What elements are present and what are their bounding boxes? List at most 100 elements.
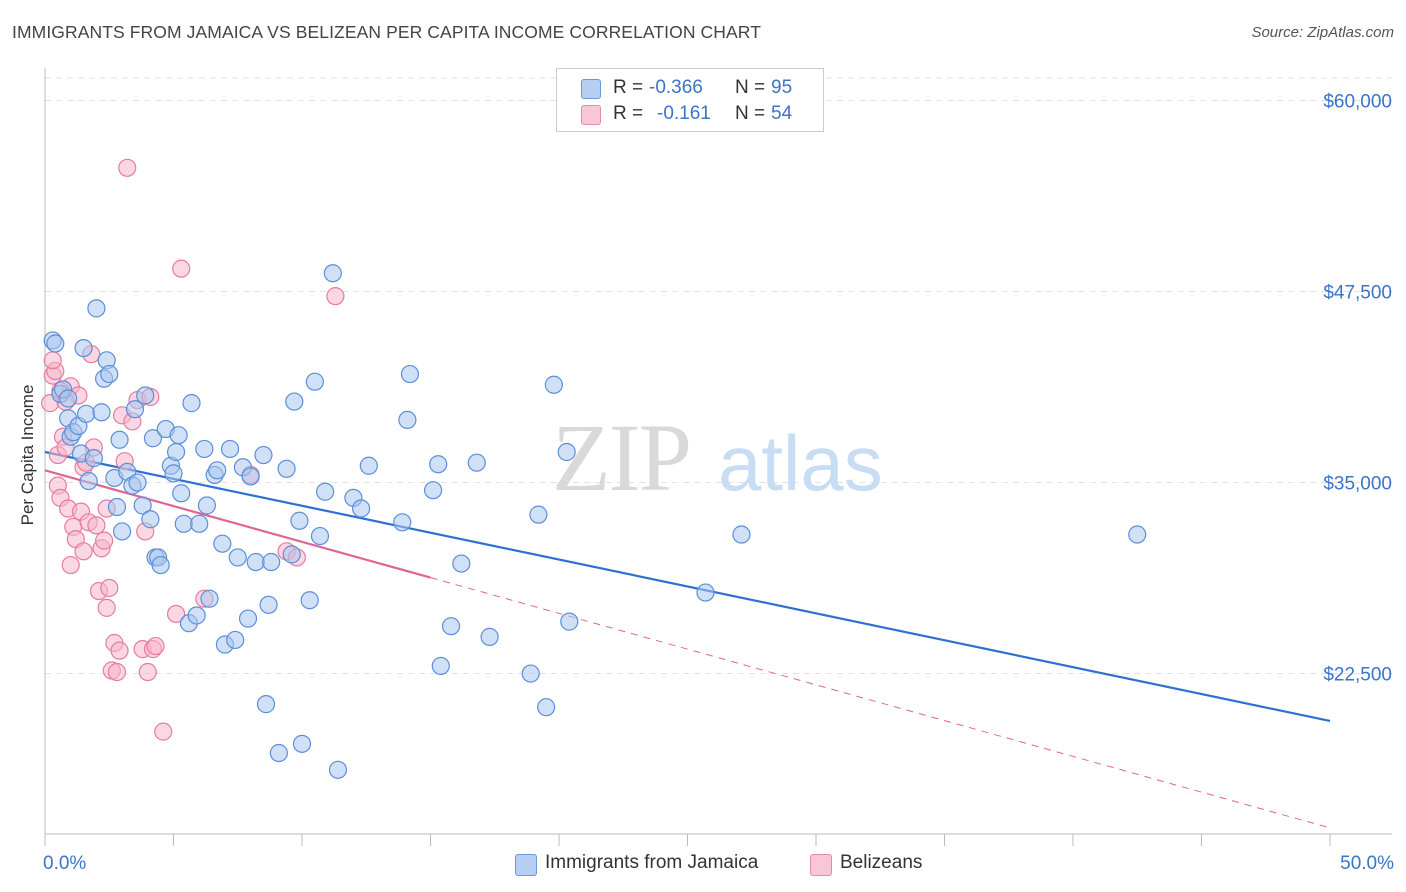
- jamaica-point: [172, 484, 191, 503]
- n-value-jamaica: 95: [771, 77, 793, 98]
- jamaica-point: [423, 481, 443, 500]
- jamaica-point: [393, 513, 412, 532]
- n-value-belizeans: 54: [771, 103, 793, 124]
- legend-row-belizeans: R = -0.161 N = 54: [557, 101, 823, 127]
- jamaica-point: [166, 442, 186, 462]
- jamaica-legend-swatch: [515, 854, 537, 876]
- jamaica-point: [107, 497, 127, 517]
- jamaica-point: [441, 617, 461, 636]
- jamaica-point: [46, 334, 65, 353]
- y-tick-label: $60,000: [1323, 92, 1392, 113]
- chart-title: IMMIGRANTS FROM JAMAICA VS BELIZEAN PER …: [12, 22, 762, 42]
- jamaica-point: [226, 630, 245, 650]
- belizeans-point: [87, 516, 106, 535]
- jamaica-point: [197, 496, 217, 515]
- jamaica-point: [100, 364, 119, 384]
- jamaica-point: [256, 695, 276, 714]
- jamaica-point: [400, 364, 420, 384]
- watermark: ZIP atlas: [552, 404, 883, 511]
- jamaica-point: [246, 552, 265, 572]
- jamaica-point: [195, 439, 214, 459]
- jamaica-point: [169, 426, 188, 445]
- jamaica-point: [84, 449, 103, 468]
- r-value-jamaica: -0.366: [649, 77, 703, 98]
- x-tick-label-start: 0.0%: [43, 853, 86, 874]
- gridlines: [45, 77, 1392, 675]
- jamaica-point: [182, 394, 201, 413]
- jamaica-point: [277, 459, 296, 478]
- belizeans-point: [97, 598, 116, 617]
- r-label: R =: [613, 77, 644, 98]
- belizeans-point: [95, 531, 114, 550]
- belizeans-point: [110, 641, 129, 660]
- x-tick-label-end: 50.0%: [1340, 853, 1394, 874]
- jamaica-point: [316, 482, 335, 501]
- belizeans-trend-line: [44, 469, 431, 579]
- r-value-belizeans: -0.161: [657, 103, 711, 124]
- jamaica-point: [92, 403, 111, 422]
- r-label: R =: [613, 103, 644, 124]
- watermark-zip: ZIP: [552, 404, 690, 511]
- jamaica-point: [213, 534, 232, 553]
- belizeans-point: [107, 662, 127, 682]
- y-tick-label: $35,000: [1323, 474, 1392, 495]
- jamaica-point: [174, 514, 193, 533]
- jamaica-point: [300, 591, 319, 610]
- jamaica-trend-line: [44, 450, 1331, 723]
- jamaica-point: [290, 511, 309, 530]
- jamaica-point: [282, 545, 301, 564]
- correlation-legend: R = -0.366 N = 95 R = -0.161 N = 54: [556, 68, 824, 132]
- belizeans-point: [43, 351, 62, 370]
- jamaica-point: [141, 510, 160, 529]
- jamaica-point: [79, 471, 98, 491]
- n-label: N =: [735, 103, 766, 124]
- jamaica-point: [87, 299, 106, 318]
- belizeans-point: [154, 722, 173, 741]
- belizeans-point: [138, 662, 157, 682]
- jamaica-point: [269, 743, 288, 763]
- jamaica-point: [125, 400, 145, 419]
- jamaica-point: [544, 375, 563, 394]
- belizeans-point: [146, 636, 165, 656]
- jamaica-point: [143, 429, 163, 448]
- y-axis-label: Per Capita Income: [18, 385, 37, 526]
- jamaica-point: [262, 552, 281, 572]
- jamaica-point: [151, 555, 170, 575]
- jamaica-point: [398, 410, 417, 430]
- jamaica-point: [241, 467, 260, 486]
- belizeans-point: [326, 287, 345, 306]
- chart-source: Source: ZipAtlas.com: [1251, 24, 1394, 41]
- tick-labels: $22,500 $35,000 $47,500 $60,000 0.0% 50.0% Per…: [18, 92, 1394, 874]
- jamaica-point: [328, 760, 348, 779]
- jamaica-point: [429, 455, 448, 474]
- jamaica-point: [529, 505, 548, 524]
- jamaica-point: [128, 473, 147, 492]
- watermark-atlas: atlas: [718, 419, 883, 507]
- belizeans-point: [74, 542, 93, 561]
- jamaica-point: [59, 389, 78, 408]
- belizeans-point: [172, 259, 191, 278]
- jamaica-point: [537, 698, 556, 717]
- jamaica-point: [732, 525, 751, 544]
- y-tick-label: $22,500: [1323, 665, 1392, 686]
- jamaica-legend-label: Immigrants from Jamaica: [545, 852, 759, 873]
- belizeans-point: [118, 158, 137, 177]
- jamaica-point: [238, 609, 258, 628]
- y-tick-label: $47,500: [1323, 283, 1392, 304]
- jamaica-point: [200, 589, 219, 608]
- jamaica-point: [305, 372, 324, 391]
- jamaica-point: [452, 554, 471, 573]
- legend-row-jamaica: R = -0.366 N = 95: [557, 75, 823, 101]
- jamaica-point: [164, 464, 183, 483]
- jamaica-point: [285, 392, 304, 411]
- jamaica-point: [208, 461, 227, 480]
- belizeans-swatch: [581, 105, 601, 125]
- jamaica-point: [77, 404, 96, 423]
- belizeans-point: [61, 555, 80, 575]
- jamaica-point: [112, 522, 132, 541]
- jamaica-point: [136, 386, 155, 405]
- jamaica-point: [110, 430, 129, 449]
- jamaica-point: [133, 496, 152, 515]
- trend-lines: [44, 450, 1331, 829]
- jamaica-point: [323, 264, 342, 283]
